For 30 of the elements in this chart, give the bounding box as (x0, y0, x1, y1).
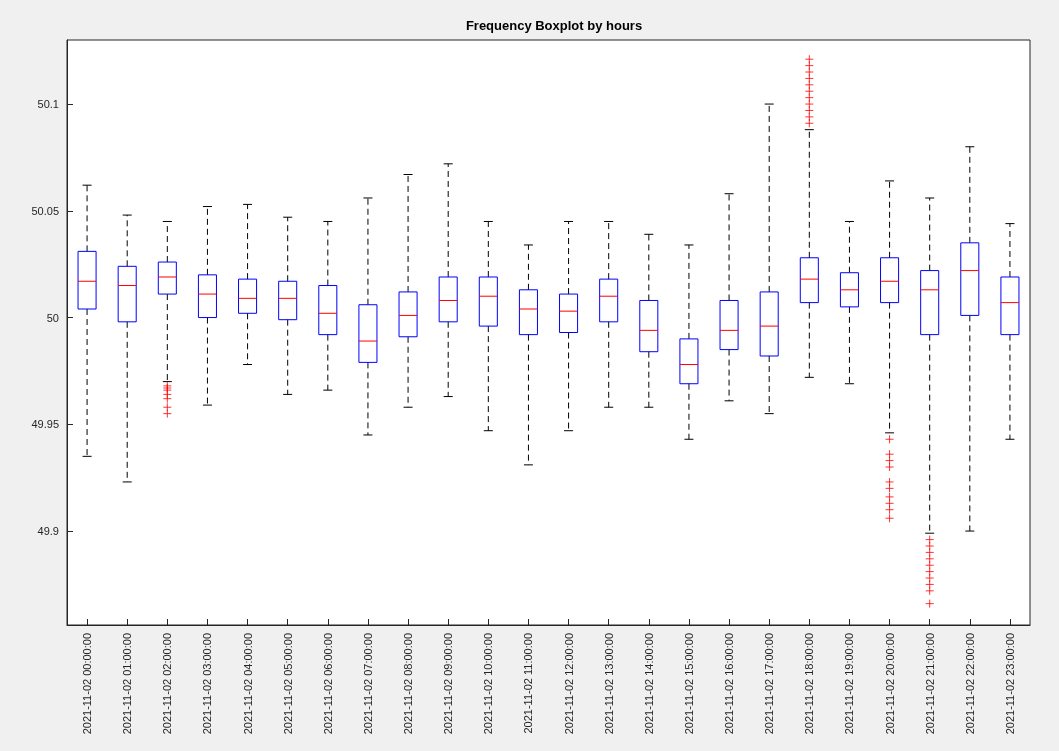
x-tick-label: 2021-11-02 00:00:00 (81, 633, 94, 735)
x-tick-label: 2021-11-02 23:00:00 (1003, 633, 1016, 735)
x-tick-label: 2021-11-02 11:00:00 (522, 633, 535, 734)
x-tick-label: 2021-11-02 17:00:00 (763, 633, 776, 735)
x-tick-label: 2021-11-02 01:00:00 (121, 633, 134, 735)
x-tick-label: 2021-11-02 02:00:00 (161, 633, 174, 735)
x-tick-label: 2021-11-02 16:00:00 (723, 633, 736, 735)
x-tick-label: 2021-11-02 10:00:00 (482, 633, 495, 735)
y-tick-label: 50 (46, 311, 59, 324)
x-tick-label: 2021-11-02 18:00:00 (803, 633, 816, 735)
x-tick-label: 2021-11-02 20:00:00 (883, 633, 896, 735)
x-tick-label: 2021-11-02 03:00:00 (201, 633, 214, 735)
y-tick-label: 50.1 (37, 98, 59, 111)
x-tick-label: 2021-11-02 05:00:00 (281, 633, 294, 735)
y-tick-label: 49.9 (37, 525, 59, 538)
x-tick-label: 2021-11-02 13:00:00 (602, 633, 615, 735)
x-tick-label: 2021-11-02 14:00:00 (642, 633, 655, 735)
x-tick-label: 2021-11-02 08:00:00 (402, 633, 415, 735)
x-tick-label: 2021-11-02 04:00:00 (241, 633, 254, 735)
x-tick-label: 2021-11-02 06:00:00 (321, 633, 334, 735)
x-tick-label: 2021-11-02 19:00:00 (843, 633, 856, 735)
x-tick-label: 2021-11-02 21:00:00 (923, 633, 936, 735)
x-tick-label: 2021-11-02 15:00:00 (682, 633, 695, 735)
x-tick-label: 2021-11-02 07:00:00 (361, 633, 374, 735)
chart-title: Frequency Boxplot by hours (465, 18, 643, 33)
x-tick-label: 2021-11-02 22:00:00 (963, 633, 976, 735)
y-tick-label: 50.05 (31, 204, 59, 217)
x-tick-label: 2021-11-02 09:00:00 (442, 633, 455, 735)
y-tick-label: 49.95 (31, 418, 59, 431)
x-tick-label: 2021-11-02 12:00:00 (562, 633, 575, 735)
